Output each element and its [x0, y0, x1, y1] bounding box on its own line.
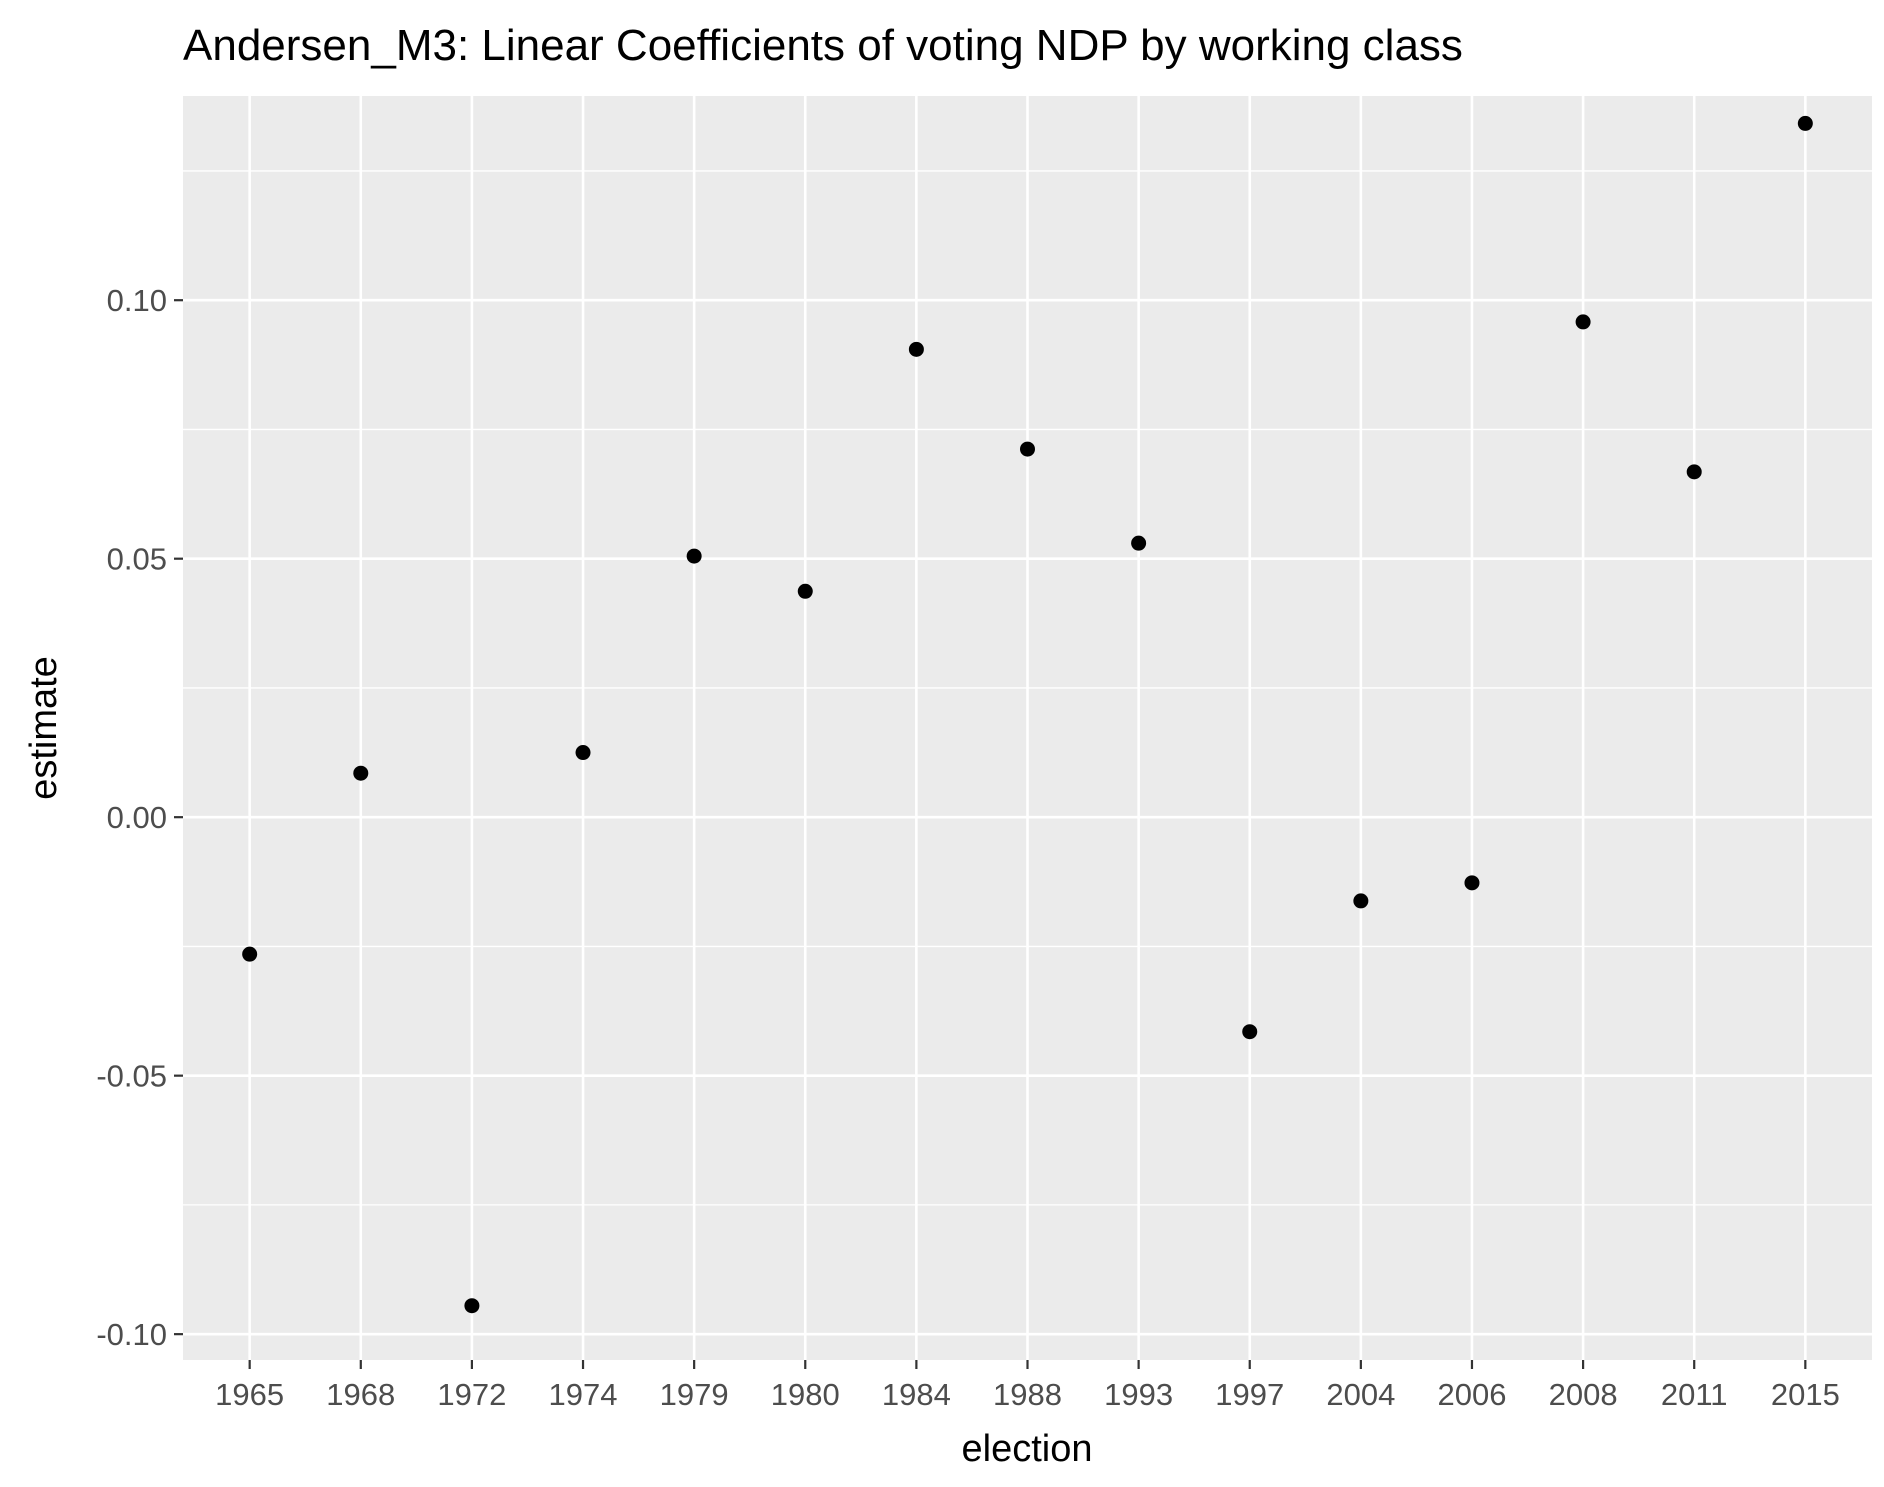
y-tick-label: -0.05 — [96, 1059, 167, 1094]
data-point-1979 — [686, 548, 702, 564]
x-tick-label: 1988 — [993, 1377, 1062, 1412]
data-point-2015 — [1797, 115, 1813, 131]
x-tick-label: 1997 — [1215, 1377, 1284, 1412]
x-tick-label: 1968 — [326, 1377, 395, 1412]
data-point-2004 — [1353, 893, 1369, 909]
y-tick-label: 0.00 — [107, 800, 167, 835]
data-point-1997 — [1242, 1024, 1258, 1040]
data-point-2008 — [1575, 314, 1591, 330]
y-tick-label: -0.10 — [96, 1317, 167, 1352]
y-tick-label: 0.10 — [107, 283, 167, 318]
x-tick-label: 2004 — [1326, 1377, 1395, 1412]
y-axis: -0.10 -0.05 0.00 0.05 0.10 — [96, 283, 183, 1352]
x-tick-label: 1980 — [771, 1377, 840, 1412]
y-tick-label: 0.05 — [107, 542, 167, 577]
x-tick-label: 2015 — [1771, 1377, 1840, 1412]
x-axis-title: election — [962, 1428, 1093, 1470]
x-tick-label: 2008 — [1549, 1377, 1618, 1412]
data-point-1984 — [908, 341, 924, 357]
x-tick-label: 1979 — [660, 1377, 729, 1412]
data-point-1980 — [797, 583, 813, 599]
data-point-1965 — [242, 946, 258, 962]
y-axis-title: estimate — [23, 656, 65, 800]
data-point-1968 — [353, 765, 369, 781]
x-axis: 1965 1968 1972 1974 1979 1980 1984 1988 1993 1997… — [215, 1360, 1840, 1412]
x-tick-label: 1974 — [549, 1377, 618, 1412]
x-tick-label: 1984 — [882, 1377, 951, 1412]
data-point-1993 — [1131, 535, 1147, 551]
data-point-2006 — [1464, 875, 1480, 891]
data-point-1988 — [1020, 441, 1035, 457]
x-tick-label: 1993 — [1104, 1377, 1173, 1412]
x-tick-label: 1972 — [437, 1377, 506, 1412]
data-point-2011 — [1686, 464, 1702, 480]
data-point-1974 — [575, 745, 591, 761]
grid-major — [183, 96, 1872, 1360]
x-tick-label: 1965 — [215, 1377, 284, 1412]
data-point-1972 — [464, 1298, 480, 1314]
x-tick-label: 2006 — [1437, 1377, 1506, 1412]
x-tick-label: 2011 — [1661, 1377, 1728, 1412]
chart-title: Andersen_M3: Linear Coefficients of voti… — [183, 21, 1463, 70]
data-points — [242, 115, 1813, 1314]
